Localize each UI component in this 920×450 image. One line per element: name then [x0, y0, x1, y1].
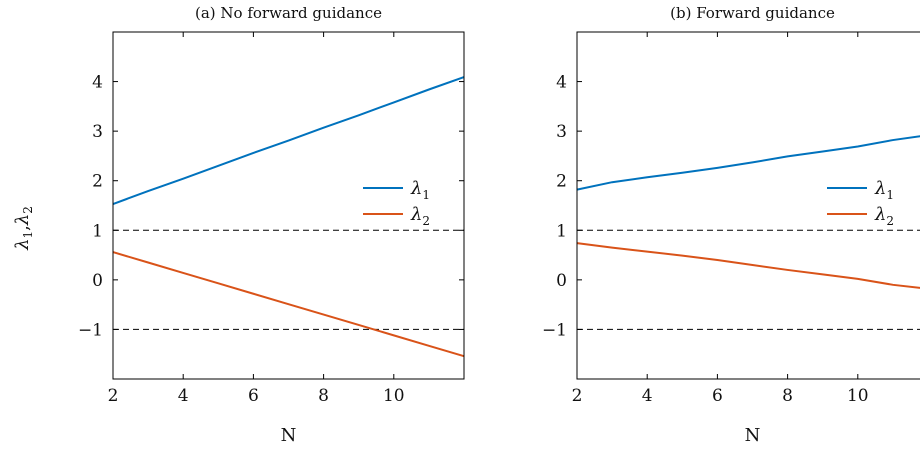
y-tick-label: 1: [556, 221, 567, 241]
y-tick-label: 0: [92, 271, 103, 291]
plot-frame: [112, 31, 465, 380]
x-tick-label: 6: [712, 386, 723, 406]
plot-frame: [576, 31, 920, 380]
legend-label: λ1: [410, 178, 430, 202]
series-line-2: [576, 242, 920, 289]
x-tick-label: 10: [847, 386, 869, 406]
x-tick-label: 4: [642, 386, 653, 406]
y-tick-label: 4: [92, 73, 103, 93]
x-axis-label: N: [281, 425, 297, 446]
y-tick-label: 3: [556, 122, 567, 142]
legend-box: [359, 172, 457, 226]
legend-label: λ2: [410, 204, 430, 228]
x-tick-label: 8: [782, 386, 793, 406]
y-tick-label: 3: [92, 122, 103, 142]
y-label-sub1: 1: [21, 231, 35, 239]
y-tick-label: 2: [556, 172, 567, 192]
x-axis-label: N: [745, 425, 761, 446]
y-tick-label: 2: [92, 172, 103, 192]
x-tick-label: 10: [383, 386, 405, 406]
series-line-1: [112, 76, 465, 205]
y-label-sep: ,: [12, 225, 33, 231]
y-tick-label: −1: [542, 320, 567, 340]
series-line-2: [112, 251, 465, 358]
x-tick-label: 2: [108, 386, 119, 406]
y-tick-label: 4: [556, 73, 567, 93]
x-tick-label: 6: [248, 386, 259, 406]
y-label-sub2: 2: [21, 206, 35, 214]
legend-label: λ1: [874, 178, 894, 202]
y-label-lambda2: λ: [12, 214, 33, 226]
chart-title: (b) Forward guidance: [670, 4, 835, 22]
x-tick-label: 4: [178, 386, 189, 406]
x-tick-label: 2: [572, 386, 583, 406]
chart-title: (a) No forward guidance: [195, 4, 382, 22]
x-tick-label: 8: [318, 386, 329, 406]
y-tick-label: 0: [556, 271, 567, 291]
y-label-lambda1: λ: [12, 239, 33, 251]
legend-box: [823, 172, 920, 226]
series-line-1: [576, 135, 920, 191]
legend-label: λ2: [874, 204, 894, 228]
y-tick-label: −1: [78, 320, 103, 340]
shared-y-axis-label: λ1,λ2: [12, 206, 35, 251]
y-tick-label: 1: [92, 221, 103, 241]
